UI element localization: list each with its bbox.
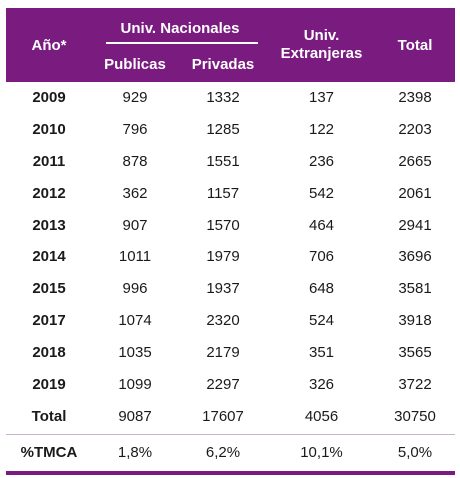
cell-privadas: 1157	[206, 184, 240, 202]
tmca-publicas: 1,8%	[92, 433, 178, 471]
cell-publicas: 362	[122, 184, 148, 202]
table-body: 2009 929 1332 137 2398 2010 796 1285 122…	[6, 82, 455, 471]
total-extranjeras: 4056	[304, 408, 339, 426]
tmca-total: 5,0%	[375, 433, 455, 471]
total-total: 30750	[394, 408, 436, 426]
cell-total: 3918	[398, 311, 432, 329]
university-table-container: Año* Univ. Nacionales Univ. Extranjeras …	[6, 8, 455, 475]
header-extranjeras-line2: Extranjeras	[280, 45, 363, 62]
cell-privadas: 1570	[206, 216, 240, 234]
cell-publicas: 907	[122, 216, 148, 234]
table-row: 2010 796 1285 122 2203	[6, 114, 455, 146]
cell-total: 3696	[398, 248, 432, 266]
cell-total: 2398	[398, 89, 432, 107]
table-row: 2009 929 1332 137 2398	[6, 82, 455, 114]
tmca-row: %TMCA 1,8% 6,2% 10,1% 5,0%	[6, 433, 455, 471]
tmca-extranjeras: 10,1%	[268, 433, 375, 471]
total-row: Total 9087 17607 4056 30750	[6, 400, 455, 435]
cell-total: 2061	[398, 184, 432, 202]
table-bottom-rule	[6, 470, 455, 475]
cell-publicas: 796	[122, 121, 148, 139]
header-nacionales: Univ. Nacionales	[120, 19, 240, 37]
cell-privadas: 2297	[206, 375, 240, 393]
cell-publicas: 1099	[118, 375, 152, 393]
cell-extranjeras: 648	[308, 280, 335, 298]
cell-publicas: 1011	[118, 248, 152, 266]
cell-publicas: 929	[122, 89, 148, 107]
cell-privadas: 2179	[206, 343, 240, 361]
tmca-label: %TMCA	[6, 433, 92, 471]
university-table: Año* Univ. Nacionales Univ. Extranjeras …	[6, 8, 455, 471]
table-row: 2017 1074 2320 524 3918	[6, 305, 455, 337]
cell-publicas: 1074	[118, 311, 152, 329]
cell-total: 3722	[398, 375, 432, 393]
cell-year: 2012	[32, 184, 66, 202]
cell-extranjeras: 137	[308, 89, 335, 107]
table-row: 2013 907 1570 464 2941	[6, 209, 455, 241]
cell-extranjeras: 326	[308, 375, 335, 393]
header-total: Total	[375, 8, 455, 82]
table-row: 2012 362 1157 542 2061	[6, 177, 455, 209]
cell-extranjeras: 122	[308, 121, 335, 139]
cell-privadas: 1979	[206, 248, 240, 266]
cell-total: 3581	[398, 280, 432, 298]
header-publicas: Publicas	[92, 46, 178, 82]
header-nacionales-group: Univ. Nacionales	[92, 8, 268, 46]
cell-extranjeras: 524	[308, 311, 335, 329]
table-row: 2019 1099 2297 326 3722	[6, 368, 455, 400]
total-label: Total	[31, 408, 67, 426]
cell-year: 2010	[32, 121, 66, 139]
header-year: Año*	[6, 8, 92, 82]
total-publicas: 9087	[118, 408, 152, 426]
header-nacionales-underline	[106, 42, 258, 44]
table-row: 2011 878 1551 236 2665	[6, 146, 455, 178]
cell-year: 2014	[32, 248, 66, 266]
tmca-privadas: 6,2%	[178, 433, 268, 471]
total-privadas: 17607	[202, 408, 244, 426]
cell-extranjeras: 464	[308, 216, 335, 234]
table-row: 2018 1035 2179 351 3565	[6, 336, 455, 368]
cell-extranjeras: 706	[308, 248, 335, 266]
cell-privadas: 1285	[206, 121, 240, 139]
cell-privadas: 2320	[206, 311, 240, 329]
header-privadas: Privadas	[178, 46, 268, 82]
cell-extranjeras: 236	[308, 152, 335, 170]
cell-total: 3565	[398, 343, 432, 361]
cell-total: 2203	[398, 121, 432, 139]
cell-year: 2011	[32, 152, 66, 170]
cell-year: 2009	[32, 89, 66, 107]
header-extranjeras: Univ. Extranjeras	[268, 8, 375, 82]
table-row: 2015 996 1937 648 3581	[6, 273, 455, 305]
table-header: Año* Univ. Nacionales Univ. Extranjeras …	[6, 8, 455, 82]
header-extranjeras-line1: Univ.	[303, 27, 340, 44]
cell-publicas: 1035	[118, 343, 152, 361]
cell-total: 2941	[398, 216, 432, 234]
cell-publicas: 996	[122, 280, 148, 298]
cell-extranjeras: 542	[308, 184, 335, 202]
cell-privadas: 1551	[206, 152, 240, 170]
cell-publicas: 878	[122, 152, 148, 170]
cell-year: 2018	[32, 343, 66, 361]
cell-year: 2015	[32, 280, 66, 298]
table-row: 2014 1011 1979 706 3696	[6, 241, 455, 273]
cell-total: 2665	[398, 152, 432, 170]
cell-extranjeras: 351	[308, 343, 335, 361]
cell-privadas: 1937	[206, 280, 240, 298]
cell-year: 2017	[32, 311, 66, 329]
cell-privadas: 1332	[206, 89, 240, 107]
cell-year: 2019	[32, 375, 66, 393]
cell-year: 2013	[32, 216, 66, 234]
